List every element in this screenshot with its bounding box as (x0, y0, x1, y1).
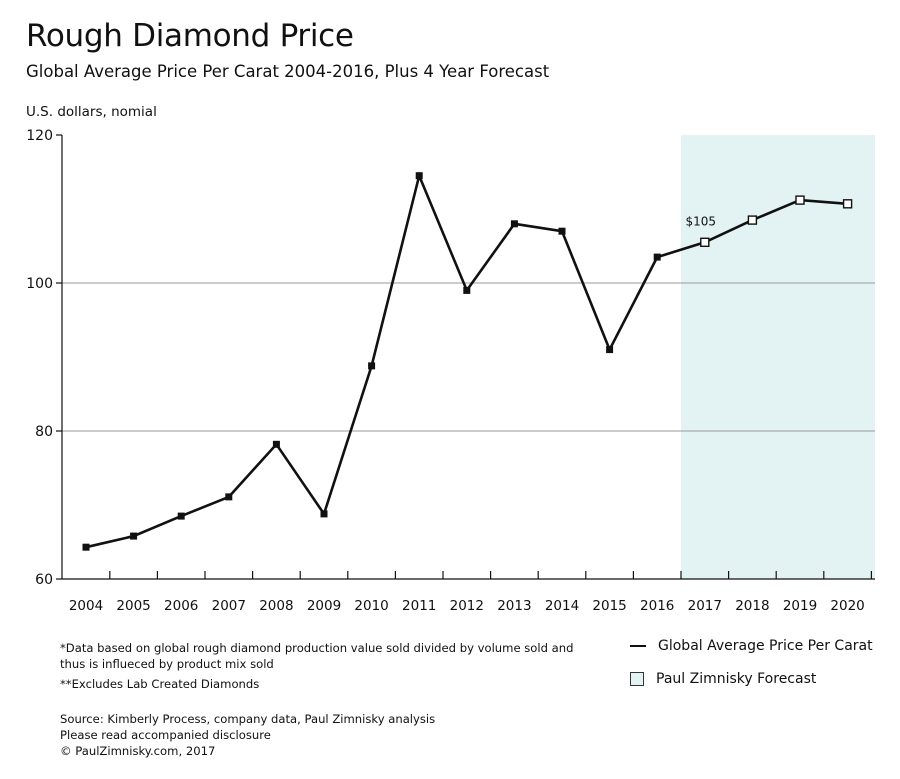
x-tick-label: 2017 (688, 598, 722, 614)
data-point (272, 440, 280, 448)
data-label-2017: $105 (686, 214, 717, 228)
data-point (130, 532, 138, 540)
chart-title: Rough Diamond Price (26, 18, 354, 54)
footnote-line-2: thus is influeced by product mix sold (60, 657, 274, 671)
footnote-line-1: *Data based on global rough diamond prod… (60, 641, 574, 655)
data-point (558, 227, 566, 235)
y-tick-label: 60 (35, 572, 53, 588)
x-tick-label: 2020 (830, 598, 864, 614)
forecast-point (795, 195, 805, 205)
legend-line-swatch (630, 644, 646, 648)
x-tick-label: 2007 (212, 598, 246, 614)
x-tick-label: 2010 (354, 598, 388, 614)
data-point (177, 512, 185, 520)
x-tick-label: 2013 (497, 598, 531, 614)
legend-entry-price: Global Average Price Per Carat (630, 638, 873, 654)
footnote-lab-created: **Excludes Lab Created Diamonds (60, 677, 260, 691)
data-point (510, 220, 518, 228)
data-point (320, 510, 328, 518)
source-line: Source: Kimberly Process, company data, … (60, 712, 436, 726)
forecast-point (842, 199, 853, 209)
legend-forecast-swatch (630, 672, 644, 686)
x-tick-label: 2012 (450, 598, 484, 614)
chart-subtitle: Global Average Price Per Carat 2004-2016… (26, 62, 550, 81)
disclosure-line: Please read accompanied disclosure (60, 728, 271, 742)
data-point (463, 286, 471, 294)
y-axis-label: U.S. dollars, nomial (26, 104, 157, 120)
copyright-line: © PaulZimnisky.com, 2017 (60, 744, 216, 758)
data-point (82, 543, 90, 551)
data-point (225, 493, 233, 501)
line-chart: 60 80 100 120 2004 2005 2006 2007 2008 2009 2010 20… (26, 128, 875, 614)
data-point (368, 362, 376, 370)
legend-label-price: Global Average Price Per Carat (658, 638, 873, 654)
x-tick-label: 2015 (592, 598, 626, 614)
x-tick-label: 2018 (735, 598, 769, 614)
footnote: *Data based on global rough diamond prod… (60, 640, 573, 672)
y-tick-label: 100 (26, 276, 53, 292)
legend-entry-forecast: Paul Zimnisky Forecast (630, 671, 816, 687)
y-tick-label: 120 (26, 128, 53, 144)
x-tick-label: 2016 (640, 598, 674, 614)
x-tick-label: 2006 (164, 598, 198, 614)
data-point (606, 346, 614, 354)
x-tick-label: 2008 (259, 598, 293, 614)
x-tick-label: 2019 (783, 598, 817, 614)
x-tick-label: 2011 (402, 598, 436, 614)
forecast-point (747, 215, 758, 225)
data-point (653, 253, 661, 261)
y-tick-label: 80 (35, 424, 53, 440)
data-point (415, 172, 423, 180)
x-tick-label: 2014 (545, 598, 579, 614)
x-tick-label: 2004 (69, 598, 103, 614)
x-tick-label: 2009 (307, 598, 341, 614)
legend-label-forecast: Paul Zimnisky Forecast (656, 671, 817, 687)
x-tick-label: 2005 (116, 598, 150, 614)
forecast-point (700, 237, 710, 248)
